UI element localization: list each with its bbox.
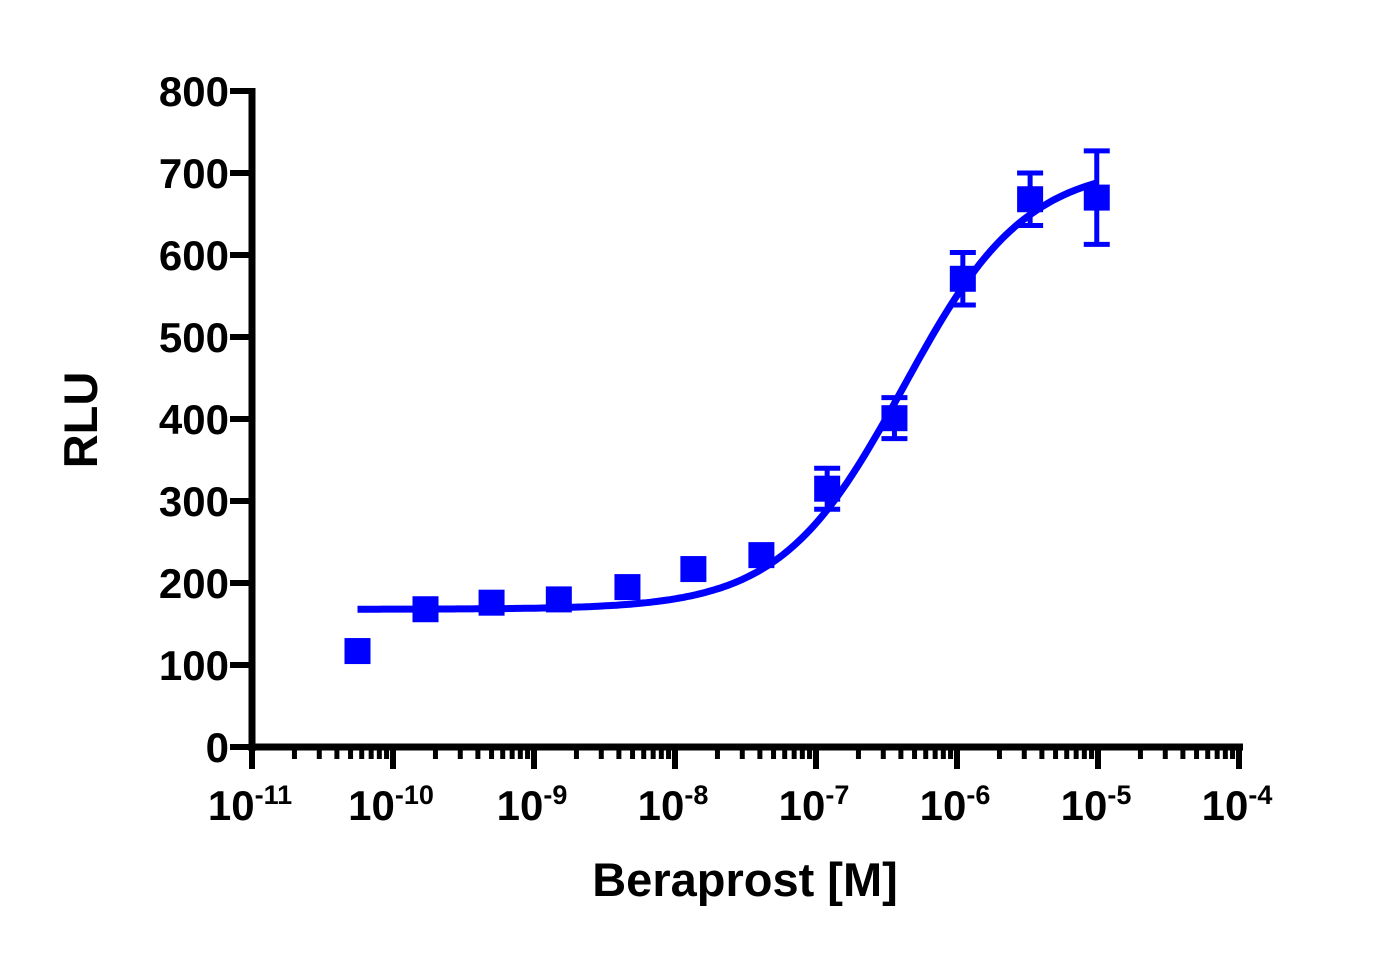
data-point (949, 265, 976, 292)
data-point (814, 475, 841, 502)
data-point (680, 556, 707, 583)
y-tick-label: 800 (159, 68, 229, 115)
data-point (478, 589, 505, 616)
data-point (748, 542, 775, 569)
x-tick-label: 10-9 (497, 780, 568, 829)
data-point (614, 574, 641, 601)
data-point (1083, 184, 1110, 211)
tick-labels: 10-11 10-10 10-9 10-8 10-7 10-6 10-5 10-4 0 100 2… (159, 68, 1272, 829)
data-point (881, 405, 908, 432)
y-tick-label: 100 (159, 642, 229, 689)
y-tick-label: 700 (159, 150, 229, 197)
data-point (545, 586, 572, 613)
y-tick-label: 500 (159, 314, 229, 361)
y-tick-label: 400 (159, 396, 229, 443)
x-tick-label: 10-11 (208, 780, 292, 829)
x-tick-label: 10-5 (1061, 780, 1132, 829)
data-point (344, 638, 371, 665)
y-axis-label: RLU (54, 372, 107, 469)
x-tick-label: 10-8 (638, 780, 709, 829)
x-axis-label: Beraprost [M] (592, 853, 898, 906)
data-point (1017, 186, 1044, 213)
y-tick-label: 600 (159, 232, 229, 279)
y-tick-label: 300 (159, 478, 229, 525)
fit-curve (357, 179, 1099, 613)
x-tick-label: 10-6 (920, 780, 991, 829)
x-tick-label: 10-4 (1202, 780, 1273, 829)
x-tick-label: 10-7 (779, 780, 850, 829)
x-tick-label: 10-10 (348, 780, 434, 829)
data-point (412, 596, 439, 623)
y-tick-label: 200 (159, 560, 229, 607)
y-tick-label: 0 (206, 724, 229, 771)
axes (230, 88, 1243, 769)
data-points (344, 148, 1110, 665)
